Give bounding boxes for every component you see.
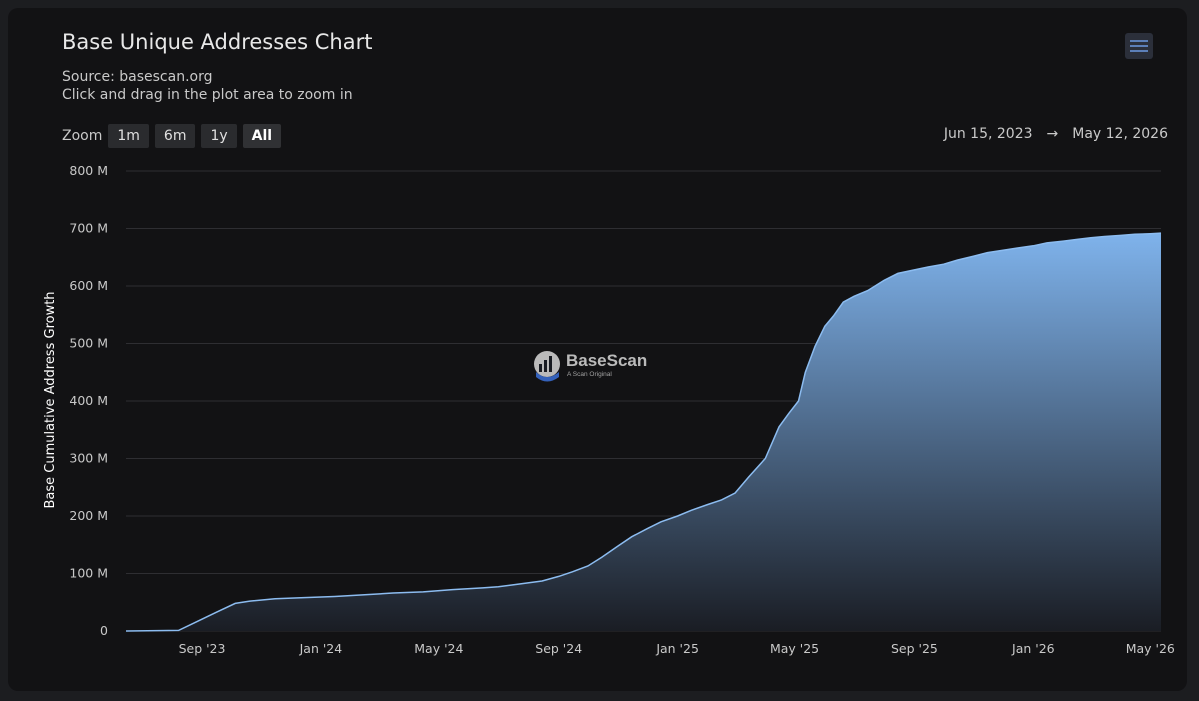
- chart-title: Base Unique Addresses Chart: [62, 30, 373, 54]
- range-to-input[interactable]: May 12, 2026: [1072, 126, 1168, 142]
- zoom-6m-button[interactable]: 6m: [154, 124, 196, 148]
- range-arrow: →: [1046, 126, 1059, 142]
- source-text: Source: basescan.org: [62, 69, 213, 85]
- y-tick-label: 500 M: [69, 336, 108, 351]
- y-tick-label: 400 M: [69, 393, 108, 408]
- zoom-1y-button[interactable]: 1y: [201, 124, 237, 148]
- y-tick-label: 600 M: [69, 278, 108, 293]
- y-tick-label: 800 M: [69, 163, 108, 178]
- y-tick-label: 200 M: [69, 508, 108, 523]
- chart-subtitle: Source: basescan.org Click and drag in t…: [62, 68, 353, 104]
- range-from-input[interactable]: Jun 15, 2023: [943, 126, 1033, 142]
- y-axis-title: Base Cumulative Address Growth: [43, 291, 58, 508]
- logo-swoosh: [536, 372, 559, 382]
- x-tick-label: May '24: [414, 641, 463, 656]
- zoom-controls: Zoom 1m 6m 1y All: [62, 123, 282, 149]
- hamburger-icon-line: [1130, 50, 1148, 52]
- series-line: [125, 232, 1162, 632]
- zoom-1m-button[interactable]: 1m: [108, 124, 149, 148]
- y-tick-label: 0: [100, 623, 108, 638]
- x-tick-label: Sep '24: [535, 641, 582, 656]
- x-tick-label: Jan '26: [1011, 641, 1055, 656]
- x-tick-label: Jan '25: [655, 641, 699, 656]
- zoom-all-button[interactable]: All: [242, 124, 282, 148]
- logo-bar: [549, 356, 552, 372]
- chart-menu-button[interactable]: [1125, 33, 1153, 59]
- hamburger-icon-line: [1130, 40, 1148, 42]
- x-tick-label: Jan '24: [299, 641, 343, 656]
- plot-area[interactable]: [125, 232, 1162, 632]
- y-tick-label: 100 M: [69, 566, 108, 581]
- logo-bar: [539, 364, 542, 372]
- zoom-hint-text: Click and drag in the plot area to zoom …: [62, 87, 353, 103]
- basescan-watermark: BaseScan A Scan Original: [534, 351, 647, 382]
- watermark-tagline: A Scan Original: [567, 371, 612, 378]
- x-tick-label: Sep '25: [891, 641, 938, 656]
- x-tick-label: May '26: [1126, 641, 1175, 656]
- y-tick-label: 700 M: [69, 221, 108, 236]
- logo-bar: [544, 360, 547, 372]
- watermark-name: BaseScan: [566, 351, 647, 370]
- x-axis-ticks: Sep '23 Jan '24 May '24 Sep '24 Jan '25 May '…: [179, 641, 1175, 656]
- date-range: Jun 15, 2023 → May 12, 2026: [944, 126, 1168, 142]
- zoom-label: Zoom: [62, 128, 103, 144]
- series-area: [126, 233, 1161, 631]
- y-tick-label: 300 M: [69, 451, 108, 466]
- x-tick-label: May '25: [770, 641, 819, 656]
- hamburger-icon-line: [1130, 45, 1148, 47]
- x-tick-label: Sep '23: [179, 641, 226, 656]
- y-axis-ticks: 0 100 M 200 M 300 M 400 M 500 M 600 M 700 M 800 …: [69, 163, 108, 638]
